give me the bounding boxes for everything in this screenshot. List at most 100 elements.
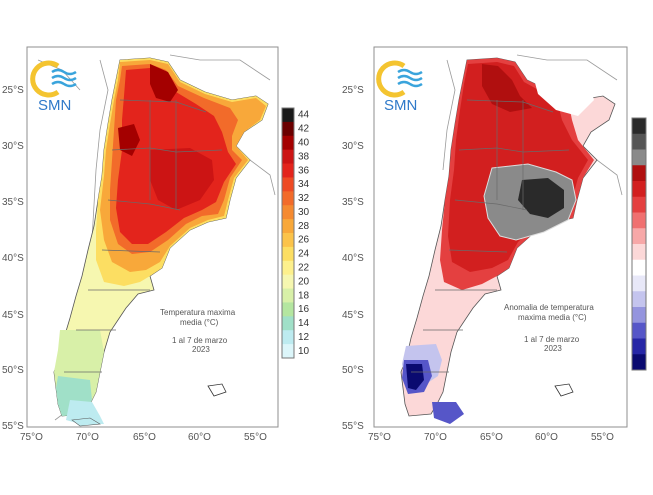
left-malvinas: [207, 383, 227, 397]
left-hotspot-2: [118, 124, 140, 156]
right-lat-tick: 50°S: [342, 365, 364, 376]
colorbar-swatch: [632, 322, 646, 339]
left-province-borders: [64, 99, 223, 373]
left-hotspot-3: [150, 148, 214, 210]
left-logo-ring: [30, 60, 60, 98]
colorbar-swatch: [282, 302, 294, 317]
right-map-panel: 25°S 30°S 35°S 40°S 45°S 50°S 55°S 75°O …: [332, 0, 653, 490]
left-date-text: 1 al 7 de marzo: [172, 336, 228, 345]
colorbar-label: 32: [298, 193, 310, 204]
left-lat-tick: 25°S: [2, 85, 24, 96]
colorbar-border: [631, 117, 647, 371]
left-lat-axis: 25°S 30°S 35°S 40°S 45°S 50°S 55°S: [2, 85, 24, 432]
right-logo-text: SMN: [384, 97, 417, 114]
left-map-panel: 25°S 30°S 35°S 40°S 45°S 50°S 55°S 75°O …: [0, 0, 320, 490]
right-band-neg6: [406, 364, 424, 390]
colorbar-swatch: [632, 275, 646, 292]
right-lon-tick: 75°O: [368, 432, 391, 443]
right-lat-tick: 25°S: [342, 85, 364, 96]
left-lat-tick: 55°S: [2, 421, 24, 432]
colorbar-swatch: [282, 316, 294, 331]
colorbar-swatch: [282, 149, 294, 165]
colorbar-swatch: [632, 149, 646, 166]
right-band-0: [530, 64, 594, 116]
colorbar-label: 36: [298, 165, 310, 176]
colorbar-label: 34: [298, 179, 310, 190]
left-lon-tick: 65°O: [133, 432, 156, 443]
colorbar-swatch: [632, 291, 646, 308]
colorbar-swatch: [632, 118, 646, 135]
colorbar-label: 26: [298, 235, 310, 246]
right-lon-axis: 75°O 70°O 65°O 60°O 55°O: [368, 432, 614, 443]
colorbar-label: 16: [298, 304, 310, 315]
colorbar-swatch: [282, 233, 294, 248]
colorbar-swatch: [282, 219, 294, 234]
colorbar-swatch: [282, 108, 294, 123]
left-lat-tick: 50°S: [2, 365, 24, 376]
right-colorbar: [631, 117, 647, 371]
left-lat-tick: 45°S: [2, 310, 24, 321]
colorbar-swatch: [632, 196, 646, 213]
left-lat-tick: 40°S: [2, 253, 24, 264]
colorbar-swatch: [282, 121, 294, 137]
colorbar-swatch: [632, 228, 646, 245]
colorbar-swatch: [632, 133, 646, 150]
left-title-line-1: Temperatura maxima: [160, 308, 236, 317]
colorbar-swatch: [282, 205, 294, 220]
left-lon-tick: 75°O: [20, 432, 43, 443]
right-lat-tick: 30°S: [342, 141, 364, 152]
colorbar-swatch: [282, 274, 294, 290]
colorbar-swatch: [632, 181, 646, 198]
colorbar-swatch: [632, 354, 646, 371]
right-malvinas: [554, 383, 574, 397]
left-year-text: 2023: [192, 345, 210, 354]
colorbar-border: [281, 107, 295, 359]
colorbar-swatch: [632, 259, 646, 276]
right-lon-tick: 65°O: [480, 432, 503, 443]
left-lon-tick: 55°O: [244, 432, 267, 443]
right-smn-logo: SMN: [376, 60, 423, 114]
right-lat-tick: 45°S: [342, 310, 364, 321]
colorbar-swatch: [282, 330, 294, 345]
right-map-figure: 25°S 30°S 35°S 40°S 45°S 50°S 55°S 75°O …: [342, 46, 647, 443]
left-smn-logo: SMN: [30, 60, 77, 114]
right-date-text: 1 al 7 de marzo: [524, 335, 580, 344]
colorbar-swatch: [282, 135, 294, 151]
colorbar-swatch: [632, 165, 646, 182]
colorbar-label: 42: [298, 124, 310, 135]
left-colorbar: 44 42 40 38 36 34 32 30 28 26 24 22 20 18 16 14 12 10: [281, 107, 310, 359]
right-lat-tick: 55°S: [342, 421, 364, 432]
colorbar-label: 10: [298, 346, 310, 357]
right-lat-tick: 40°S: [342, 253, 364, 264]
colorbar-swatch: [632, 307, 646, 324]
left-tierra-del-fuego: [71, 417, 101, 427]
colorbar-swatch: [282, 191, 294, 206]
right-lon-tick: 70°O: [424, 432, 447, 443]
right-hotspot-1: [482, 64, 532, 112]
left-lat-tick: 35°S: [2, 197, 24, 208]
right-title-line-2: maxima media (°C): [518, 313, 587, 322]
colorbar-label: 28: [298, 221, 310, 232]
left-lon-tick: 70°O: [76, 432, 99, 443]
colorbar-label: 40: [298, 138, 310, 149]
right-lon-tick: 60°O: [535, 432, 558, 443]
colorbar-swatch: [282, 163, 294, 178]
colorbar-label: 18: [298, 290, 310, 301]
right-lon-tick: 55°O: [591, 432, 614, 443]
colorbar-swatch: [282, 177, 294, 192]
colorbar-label: 14: [298, 318, 310, 329]
colorbar-label: 24: [298, 249, 310, 260]
left-band-10: [66, 400, 104, 424]
left-title-line-2: media (°C): [180, 318, 219, 327]
right-year-text: 2023: [544, 344, 562, 353]
right-logo-ring: [376, 60, 406, 98]
right-province-borders: [411, 99, 570, 373]
left-map-figure: 25°S 30°S 35°S 40°S 45°S 50°S 55°S 75°O …: [2, 46, 310, 443]
colorbar-label: 22: [298, 263, 310, 274]
left-lon-axis: 75°O 70°O 65°O 60°O 55°O: [20, 432, 267, 443]
colorbar-swatch: [282, 344, 294, 359]
colorbar-swatch: [632, 212, 646, 229]
colorbar-label: 44: [298, 110, 310, 121]
right-lat-tick: 35°S: [342, 197, 364, 208]
right-band-neg4b: [432, 402, 464, 424]
